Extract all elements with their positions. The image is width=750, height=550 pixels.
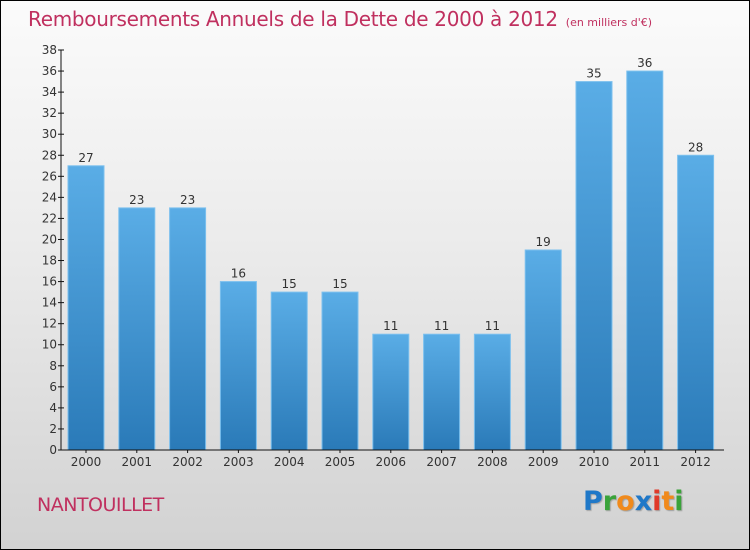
x-tick-label: 2012 xyxy=(680,455,711,469)
y-tick-label: 14 xyxy=(42,296,57,310)
chart-title: Remboursements Annuels de la Dette de 20… xyxy=(28,7,652,31)
bar-value-label: 15 xyxy=(282,277,297,291)
chart-subtitle: (en milliers d'€) xyxy=(565,16,653,29)
y-tick-label: 26 xyxy=(42,169,57,183)
bar xyxy=(169,207,207,451)
bar xyxy=(575,81,613,451)
x-axis: 2000 2001 2002 2003 2004 2005 2006 2007 2008 2009… xyxy=(61,449,724,469)
x-tick-label: 2001 xyxy=(122,455,153,469)
y-tick-label: 12 xyxy=(42,317,57,331)
x-tick-label: 2000 xyxy=(71,455,102,469)
y-tick-label: 32 xyxy=(42,106,57,120)
bar-value-label: 11 xyxy=(383,319,398,333)
bar xyxy=(372,333,410,451)
bar xyxy=(677,154,715,451)
bar xyxy=(423,333,461,451)
x-tick-label: 2010 xyxy=(579,455,610,469)
bar xyxy=(626,70,664,451)
y-tick-label: 36 xyxy=(42,64,57,78)
bar xyxy=(118,207,156,451)
bar xyxy=(524,249,562,451)
logo-letter: i xyxy=(674,486,684,517)
y-tick-label: 34 xyxy=(42,85,57,99)
x-tick-label: 2008 xyxy=(477,455,508,469)
bars-group: 27 23 23 16 15 15 11 11 11 19 35 36 28 xyxy=(67,56,715,451)
logo-letter: o xyxy=(616,486,635,517)
x-tick-label: 2006 xyxy=(376,455,407,469)
x-tick-label: 2009 xyxy=(528,455,559,469)
x-tick-label: 2002 xyxy=(172,455,203,469)
bar-value-label: 23 xyxy=(129,193,144,207)
y-tick-label: 38 xyxy=(42,43,57,57)
x-tick-label: 2005 xyxy=(325,455,356,469)
x-tick-label: 2004 xyxy=(274,455,305,469)
y-tick-label: 2 xyxy=(49,422,57,436)
y-tick-label: 22 xyxy=(42,211,57,225)
x-tick-label: 2011 xyxy=(630,455,661,469)
logo-letter: P xyxy=(583,486,603,517)
y-tick-label: 18 xyxy=(42,254,57,268)
y-tick-label: 24 xyxy=(42,190,57,204)
bar-value-label: 28 xyxy=(688,140,703,154)
logo-letter: t xyxy=(661,486,675,517)
bar-value-label: 36 xyxy=(637,56,652,70)
proxiti-logo: Proxiti xyxy=(583,486,684,517)
y-tick-label: 0 xyxy=(49,443,57,457)
bar-value-label: 35 xyxy=(586,67,601,81)
x-tick-label: 2007 xyxy=(426,455,457,469)
town-name: NANTOUILLET xyxy=(37,494,164,516)
y-tick-label: 6 xyxy=(49,380,57,394)
y-tick-label: 8 xyxy=(49,359,57,373)
bar-value-label: 11 xyxy=(485,319,500,333)
bar-value-label: 11 xyxy=(434,319,449,333)
bar-value-label: 19 xyxy=(536,235,551,249)
bar xyxy=(219,281,257,451)
bar-value-label: 23 xyxy=(180,193,195,207)
logo-letter: x xyxy=(634,486,653,517)
bar xyxy=(67,165,105,451)
y-tick-label: 4 xyxy=(49,401,57,415)
bar-value-label: 16 xyxy=(231,267,246,281)
logo-letter: r xyxy=(602,486,617,517)
y-tick-label: 10 xyxy=(42,338,57,352)
bar xyxy=(321,291,359,451)
y-tick-label: 16 xyxy=(42,275,57,289)
logo-letter: i xyxy=(652,486,662,517)
x-tick-label: 2003 xyxy=(223,455,254,469)
y-tick-label: 30 xyxy=(42,127,57,141)
bar-value-label: 27 xyxy=(78,151,93,165)
bar xyxy=(270,291,308,451)
chart-title-text: Remboursements Annuels de la Dette de 20… xyxy=(28,7,558,31)
bar xyxy=(473,333,511,451)
y-tick-label: 20 xyxy=(42,232,57,246)
bar-value-label: 15 xyxy=(332,277,347,291)
y-tick-label: 28 xyxy=(42,148,57,162)
